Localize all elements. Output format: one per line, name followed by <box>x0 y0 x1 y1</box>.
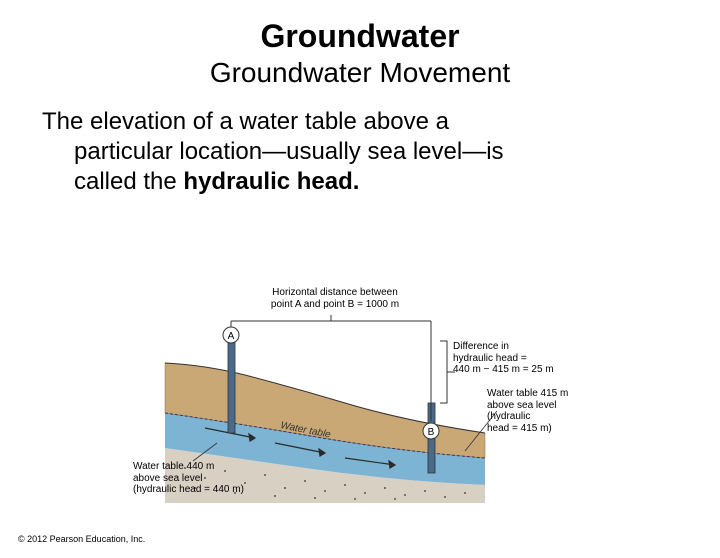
body-paragraph: The elevation of a water table above a p… <box>42 107 660 197</box>
body-line-2a: particular location—usually sea level—is <box>74 138 504 165</box>
well-a <box>228 341 235 433</box>
page-subtitle: Groundwater Movement <box>0 57 720 89</box>
page-title: Groundwater <box>0 18 720 55</box>
groundwater-diagram: Water table A B Horizontal distance betw… <box>145 293 575 508</box>
hydraulic-head-term: hydraulic head. <box>183 168 359 195</box>
point-b-label: B <box>428 427 435 438</box>
point-a-label: A <box>228 331 235 342</box>
copyright-text: © 2012 Pearson Education, Inc. <box>18 534 145 544</box>
body-line-1: The elevation of a water table above a <box>42 108 449 135</box>
left-watertable-label: Water table 440 m above sea level (hydra… <box>133 461 263 496</box>
body-line-2b: called the <box>74 168 183 195</box>
diff-label: Difference in hydraulic head = 440 m − 4… <box>453 341 563 376</box>
horiz-distance-label: Horizontal distance between point A and … <box>255 287 415 310</box>
right-watertable-label: Water table 415 m above sea level (hydra… <box>487 388 582 434</box>
